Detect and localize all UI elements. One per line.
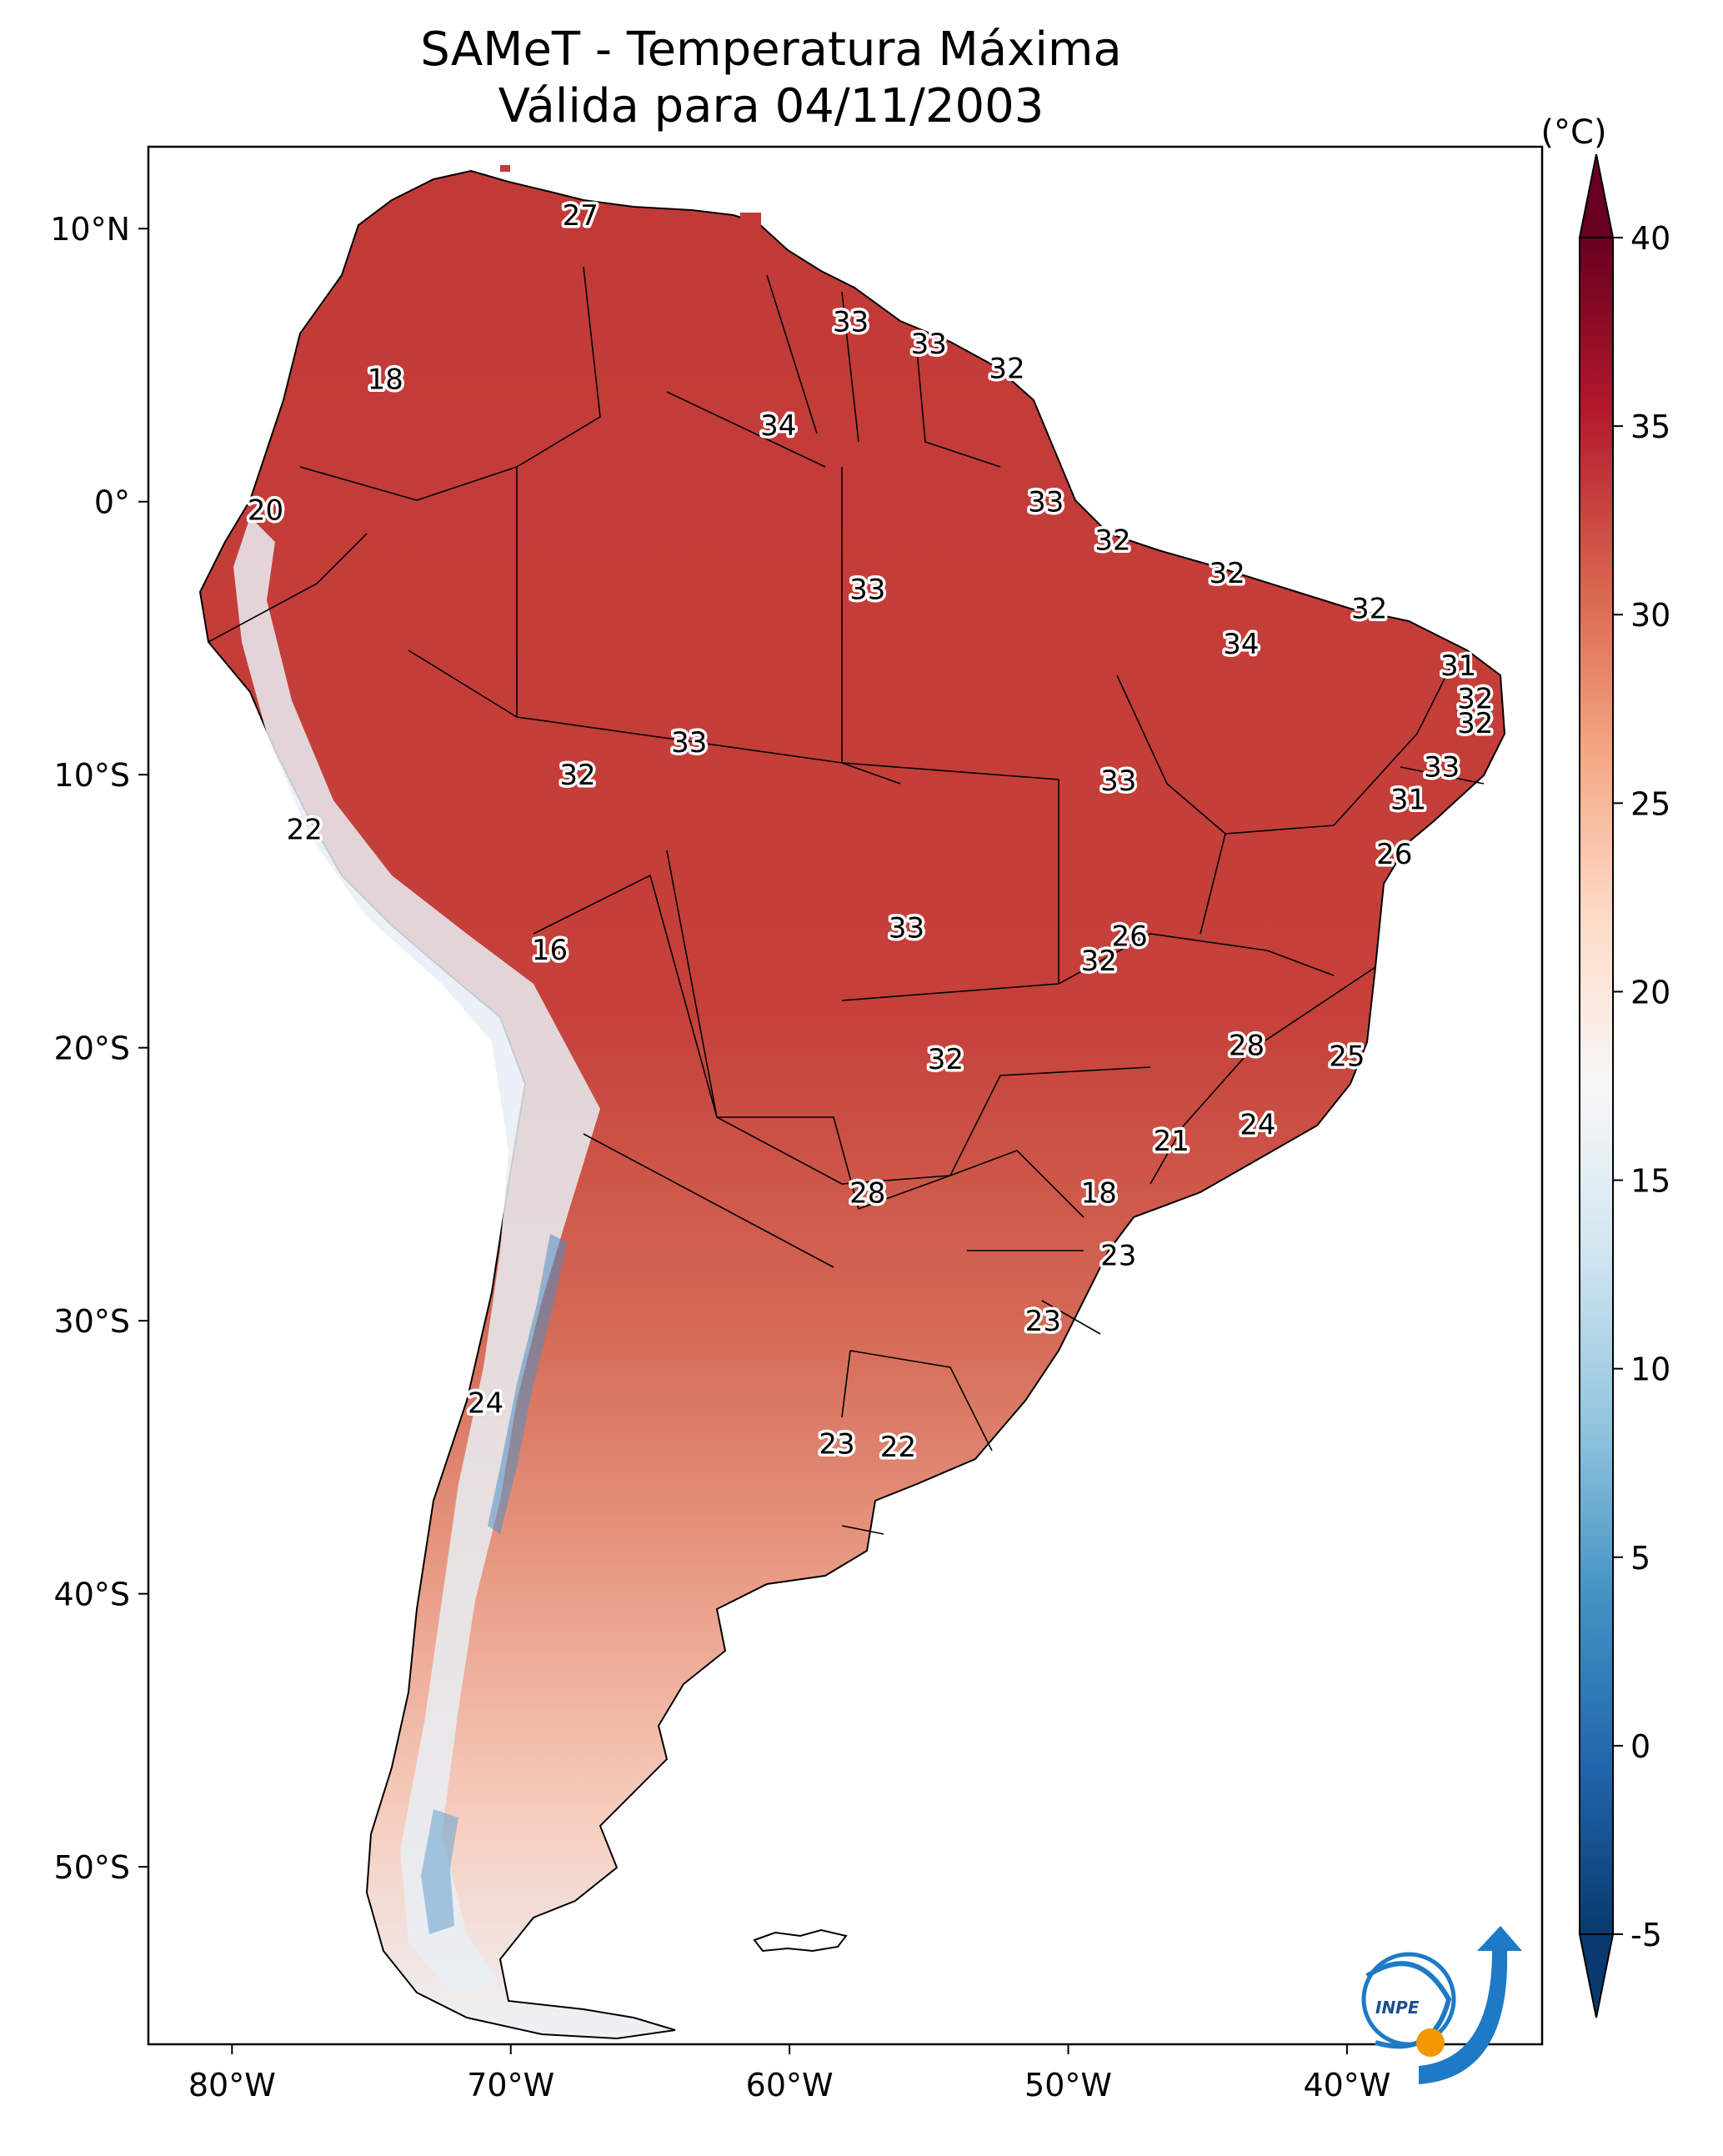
andes-cool-band bbox=[233, 517, 600, 1993]
temperature-value-label: 32 bbox=[989, 352, 1024, 385]
colorbar-tick-label: 5 bbox=[1630, 1540, 1650, 1577]
colorbar-tick-label: 30 bbox=[1630, 597, 1670, 634]
temperature-value-label: 23 bbox=[819, 1428, 854, 1462]
temperature-value-label: 32 bbox=[1209, 557, 1245, 590]
lat-tick-label: 30°S bbox=[54, 1303, 130, 1340]
colorbar-tick-label: 40 bbox=[1630, 220, 1670, 257]
colorbar-tick-label: 25 bbox=[1630, 785, 1670, 822]
temperature-value-label: 26 bbox=[1111, 920, 1147, 953]
colorbar-min-extension bbox=[1578, 1933, 1615, 2018]
temperature-value-label: 32 bbox=[1081, 945, 1117, 978]
lon-tick-label: 50°W bbox=[1024, 2067, 1112, 2103]
temperature-value-label: 34 bbox=[760, 409, 796, 443]
andes-cold-core bbox=[488, 1234, 567, 1534]
temperature-value-label: 33 bbox=[889, 912, 924, 945]
temperature-value-label: 18 bbox=[1081, 1176, 1117, 1210]
colorbar-tick-label: 10 bbox=[1630, 1351, 1670, 1388]
temperature-value-label: 33 bbox=[849, 574, 885, 607]
colorbar-unit-label: (°C) bbox=[1540, 113, 1606, 152]
map-subtitle: Válida para 04/11/2003 bbox=[498, 79, 1044, 133]
temperature-value-label: 33 bbox=[911, 328, 947, 361]
lon-tick-label: 60°W bbox=[746, 2067, 834, 2103]
longitude-ticks: 80°W 70°W 60°W 50°W 40°W bbox=[188, 2044, 1390, 2103]
south-america-land bbox=[198, 169, 1506, 2040]
map-title: SAMeT - Temperatura Máxima bbox=[420, 23, 1122, 77]
temperature-value-label: 33 bbox=[1028, 486, 1064, 519]
temperature-value-label: 32 bbox=[1351, 592, 1387, 625]
lat-tick-label: 20°S bbox=[54, 1030, 130, 1067]
temperature-value-label: 28 bbox=[849, 1176, 885, 1210]
temperature-value-label: 28 bbox=[1229, 1029, 1265, 1062]
falkland-islands bbox=[753, 1928, 848, 1953]
inpe-logo-lettering: INPE bbox=[1375, 1998, 1420, 2018]
lat-tick-label: 50°S bbox=[54, 1849, 130, 1886]
inpe-logo: INPE bbox=[1361, 1926, 1522, 2084]
colorbar-tick-label: 15 bbox=[1630, 1163, 1670, 1200]
colorbar-tick-label: 20 bbox=[1630, 974, 1670, 1010]
temperature-value-label: 22 bbox=[880, 1431, 916, 1464]
colorbar: (°C) 40 35 30 25 20 15 10 5 0 -5 bbox=[1540, 113, 1670, 2018]
temperature-value-label: 31 bbox=[1440, 649, 1476, 683]
temperature-value-label: 25 bbox=[1329, 1040, 1365, 1074]
temperature-value-label: 33 bbox=[833, 306, 869, 339]
colorbar-max-extension bbox=[1578, 153, 1615, 238]
temperature-value-label: 23 bbox=[1025, 1305, 1061, 1338]
temperature-value-label: 33 bbox=[1100, 765, 1136, 798]
temperature-value-label: 32 bbox=[559, 759, 595, 792]
temperature-value-label: 23 bbox=[1100, 1240, 1136, 1273]
caribbean-island bbox=[500, 165, 510, 172]
temperature-value-label: 31 bbox=[1390, 784, 1426, 817]
colorbar-body bbox=[1579, 237, 1614, 1935]
lat-tick-label: 10°S bbox=[54, 757, 130, 794]
lon-tick-label: 40°W bbox=[1303, 2067, 1390, 2103]
lat-tick-label: 10°N bbox=[50, 211, 130, 248]
colorbar-ticks: 40 35 30 25 20 15 10 5 0 -5 bbox=[1613, 220, 1670, 1953]
patagonia-cold-core bbox=[421, 1809, 458, 1934]
temperature-value-label: 20 bbox=[248, 494, 283, 528]
temperature-value-label: 16 bbox=[532, 934, 568, 967]
temperature-value-label: 21 bbox=[1154, 1125, 1190, 1158]
country-borders bbox=[208, 266, 1485, 1535]
lon-tick-label: 80°W bbox=[188, 2067, 276, 2103]
lat-tick-label: 0° bbox=[94, 484, 130, 521]
lon-tick-label: 70°W bbox=[467, 2067, 554, 2103]
temperature-value-label: 24 bbox=[1240, 1108, 1275, 1141]
temperature-value-label: 33 bbox=[1424, 750, 1460, 784]
map-frame bbox=[147, 145, 1544, 2046]
temperature-value-label: 26 bbox=[1376, 838, 1412, 871]
temperature-value-label: 34 bbox=[1223, 628, 1259, 661]
caribbean-island bbox=[740, 213, 761, 231]
temperature-value-label: 27 bbox=[563, 199, 599, 233]
lat-tick-label: 40°S bbox=[54, 1577, 130, 1613]
colorbar-tick-label: 35 bbox=[1630, 409, 1670, 445]
temperature-value-label: 32 bbox=[1457, 707, 1493, 740]
temperature-value-label: 24 bbox=[468, 1386, 503, 1420]
temperature-value-label: 32 bbox=[1457, 683, 1493, 716]
temperature-value-label: 18 bbox=[368, 363, 403, 396]
temperature-value-label: 33 bbox=[671, 726, 707, 760]
colorbar-tick-label: -5 bbox=[1630, 1917, 1662, 1953]
temperature-value-label: 32 bbox=[928, 1043, 964, 1076]
latitude-ticks: 10°N 0° 10°S 20°S 30°S 40°S 50°S bbox=[50, 211, 148, 1886]
temperature-value-label: 32 bbox=[1094, 524, 1130, 558]
temperature-value-label: 22 bbox=[287, 814, 323, 847]
colorbar-tick-label: 0 bbox=[1630, 1728, 1650, 1765]
